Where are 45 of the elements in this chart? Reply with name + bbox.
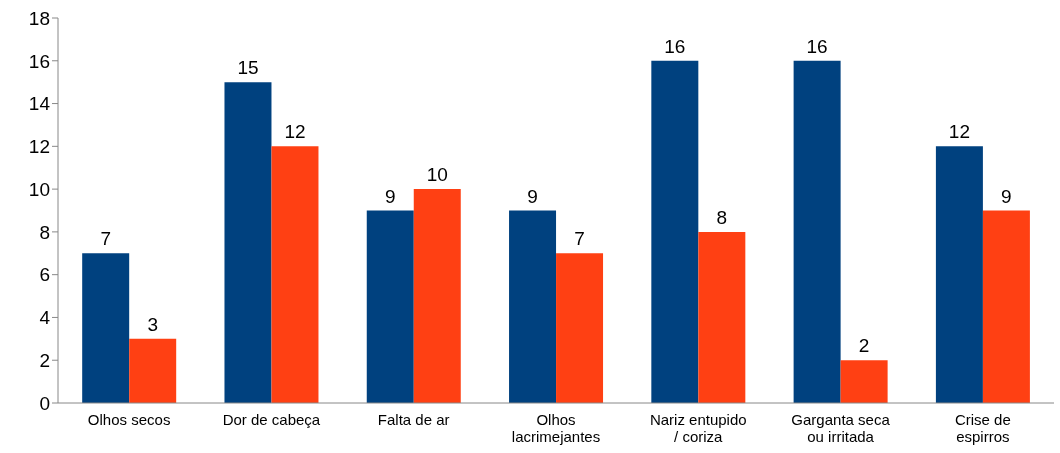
y-tick-label: 2: [39, 349, 50, 371]
x-tick-label: Nariz entupido / coriza: [649, 411, 747, 445]
bar: [224, 82, 272, 403]
data-label: 8: [716, 206, 728, 228]
bar: [509, 210, 557, 403]
bar: [366, 210, 414, 403]
data-label: 9: [384, 185, 396, 207]
data-label: 3: [147, 313, 158, 335]
bar: [698, 231, 746, 403]
y-tick-label: 12: [28, 136, 50, 158]
x-tick-label: Crise de espirros: [954, 411, 1011, 445]
x-tick-label: Dor de cabeça: [222, 411, 321, 428]
data-label: 16: [806, 35, 828, 57]
data-label: 12: [948, 121, 970, 143]
bar: [982, 210, 1030, 403]
data-label: 9: [527, 185, 538, 207]
bar: [129, 338, 177, 403]
y-tick-label: 4: [39, 307, 51, 329]
data-label: 9: [1001, 185, 1012, 207]
y-tick-label: 0: [39, 392, 50, 414]
y-tick-label: 16: [28, 50, 50, 72]
y-tick-label: 18: [28, 7, 50, 29]
bar: [793, 60, 841, 403]
bar: [271, 146, 319, 403]
bar: [556, 253, 604, 403]
x-tick-label: Olhos lacrimejantes: [511, 411, 601, 445]
x-tick-label: Falta de ar: [377, 411, 450, 428]
bar: [935, 146, 983, 403]
x-tick-label: Garganta seca ou irritada: [791, 411, 891, 445]
data-label: 2: [858, 335, 870, 357]
bar: [651, 60, 699, 403]
data-label: 16: [664, 35, 686, 57]
x-tick-label: Olhos secos: [87, 411, 171, 428]
bar: [840, 360, 888, 403]
bar: [82, 253, 130, 403]
y-tick-label: 14: [28, 93, 51, 115]
y-tick-label: 8: [39, 221, 50, 243]
data-label: 10: [426, 164, 448, 186]
y-tick-label: 6: [39, 264, 50, 286]
data-label: 7: [100, 228, 111, 250]
data-label: 12: [284, 121, 306, 143]
bar: [413, 189, 461, 403]
data-label: 15: [237, 57, 259, 79]
y-tick-label: 10: [28, 178, 50, 200]
data-label: 7: [574, 228, 585, 250]
